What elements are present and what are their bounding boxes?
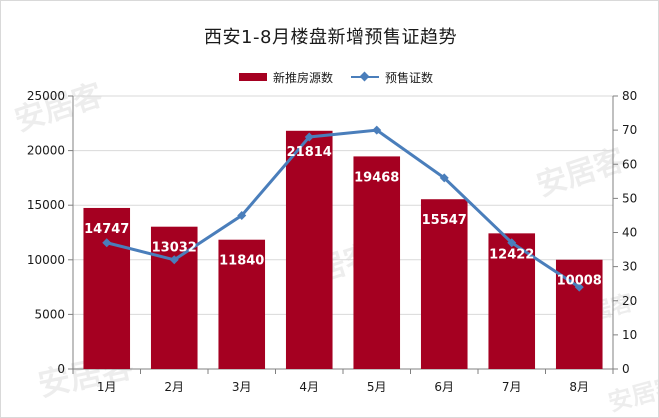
right-tick-label: 30 bbox=[622, 260, 637, 274]
x-tick-label: 6月 bbox=[434, 380, 454, 394]
left-tick-label: 15000 bbox=[27, 198, 65, 212]
legend-line-swatch bbox=[351, 72, 380, 82]
right-tick-label: 70 bbox=[622, 123, 637, 137]
bar-data-label: 11840 bbox=[219, 254, 264, 269]
left-tick-label: 25000 bbox=[27, 89, 65, 103]
right-tick-label: 80 bbox=[622, 89, 637, 103]
chart-title: 西安1-8月楼盘新增预售证趋势 bbox=[204, 27, 457, 48]
watermark-text: 安居客 bbox=[605, 371, 659, 417]
watermark-text: 安居客 bbox=[533, 143, 629, 204]
x-tick-label: 4月 bbox=[299, 380, 319, 394]
bar-data-label: 19468 bbox=[354, 170, 399, 185]
line-point bbox=[574, 282, 584, 292]
line-point bbox=[304, 132, 314, 142]
x-tick-label: 1月 bbox=[97, 380, 117, 394]
bar-data-label: 14747 bbox=[84, 222, 129, 237]
line-point bbox=[439, 173, 449, 183]
left-tick-label: 0 bbox=[57, 362, 65, 376]
bar bbox=[285, 130, 333, 369]
legend-item-bars: 新推房源数 bbox=[239, 69, 333, 86]
left-tick-label: 5000 bbox=[34, 307, 65, 321]
legend-item-line: 预售证数 bbox=[351, 69, 433, 86]
line-point bbox=[102, 238, 112, 248]
line-point bbox=[372, 125, 382, 135]
bar-data-label: 13032 bbox=[152, 241, 197, 256]
line-point bbox=[237, 210, 247, 220]
x-tick-label: 3月 bbox=[232, 380, 252, 394]
watermark-text: 安居客 bbox=[11, 78, 107, 139]
right-tick-label: 0 bbox=[622, 362, 630, 376]
bar-data-label: 10008 bbox=[557, 274, 602, 289]
right-tick-label: 40 bbox=[622, 226, 637, 240]
left-tick-label: 20000 bbox=[27, 144, 65, 158]
bar bbox=[353, 156, 401, 369]
legend-label-bars: 新推房源数 bbox=[273, 70, 334, 85]
line-series bbox=[106, 128, 581, 289]
legend: 新推房源数 预售证数 bbox=[239, 69, 451, 85]
x-tick-label: 8月 bbox=[569, 380, 589, 394]
bar bbox=[488, 233, 536, 369]
right-tick-label: 50 bbox=[622, 191, 637, 205]
x-tick-label: 2月 bbox=[164, 380, 184, 394]
right-tick-label: 60 bbox=[622, 157, 637, 171]
bar bbox=[420, 199, 468, 369]
line-point bbox=[507, 238, 517, 248]
bar-data-label: 12422 bbox=[489, 247, 534, 262]
right-tick-label: 20 bbox=[622, 294, 637, 308]
left-tick-label: 10000 bbox=[27, 253, 65, 267]
line-point bbox=[169, 255, 179, 265]
bar-data-label: 21814 bbox=[287, 145, 332, 160]
x-tick-label: 5月 bbox=[367, 380, 387, 394]
right-tick-label: 10 bbox=[622, 328, 637, 342]
bar bbox=[218, 239, 266, 369]
x-tick-label: 7月 bbox=[502, 380, 522, 394]
bar bbox=[83, 207, 131, 369]
legend-bar-swatch bbox=[239, 73, 267, 81]
legend-label-line: 预售证数 bbox=[385, 70, 434, 85]
bar-data-label: 15547 bbox=[422, 213, 467, 228]
